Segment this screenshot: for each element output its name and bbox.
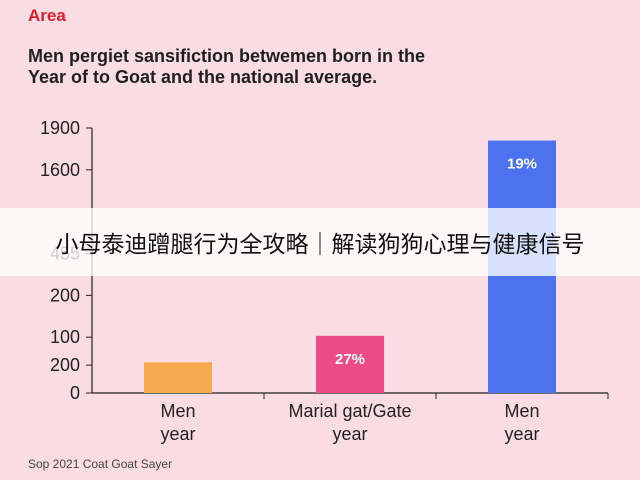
chart-title: Men pergiet sansifiction betwemen born i… [28, 46, 426, 87]
bar-value-label: 27% [335, 351, 365, 368]
y-tick-label: 0 [70, 383, 80, 403]
y-tick-label: 200 [50, 355, 80, 375]
x-category-label: Men year [160, 401, 195, 444]
area-tag: Area [28, 6, 66, 25]
y-tick-label: 200 [50, 285, 80, 305]
y-tick-label: 1600 [40, 160, 80, 180]
y-tick-label: 100 [50, 327, 80, 347]
x-category-label: Men year [504, 401, 539, 444]
source-note: Sop 2021 Coat Goat Sayer [28, 457, 173, 471]
bar-value-label: 19% [507, 156, 537, 173]
overlay-banner: 小母泰迪蹭腿行为全攻略｜解读狗狗心理与健康信号 [0, 208, 640, 276]
x-category-label: Marial gat/Gate year [288, 401, 411, 444]
x-categories-group: Men year Marial gat/Gate year Men year [160, 393, 609, 444]
bar [316, 335, 384, 393]
bar [144, 362, 212, 393]
y-tick-label: 1900 [40, 118, 80, 138]
